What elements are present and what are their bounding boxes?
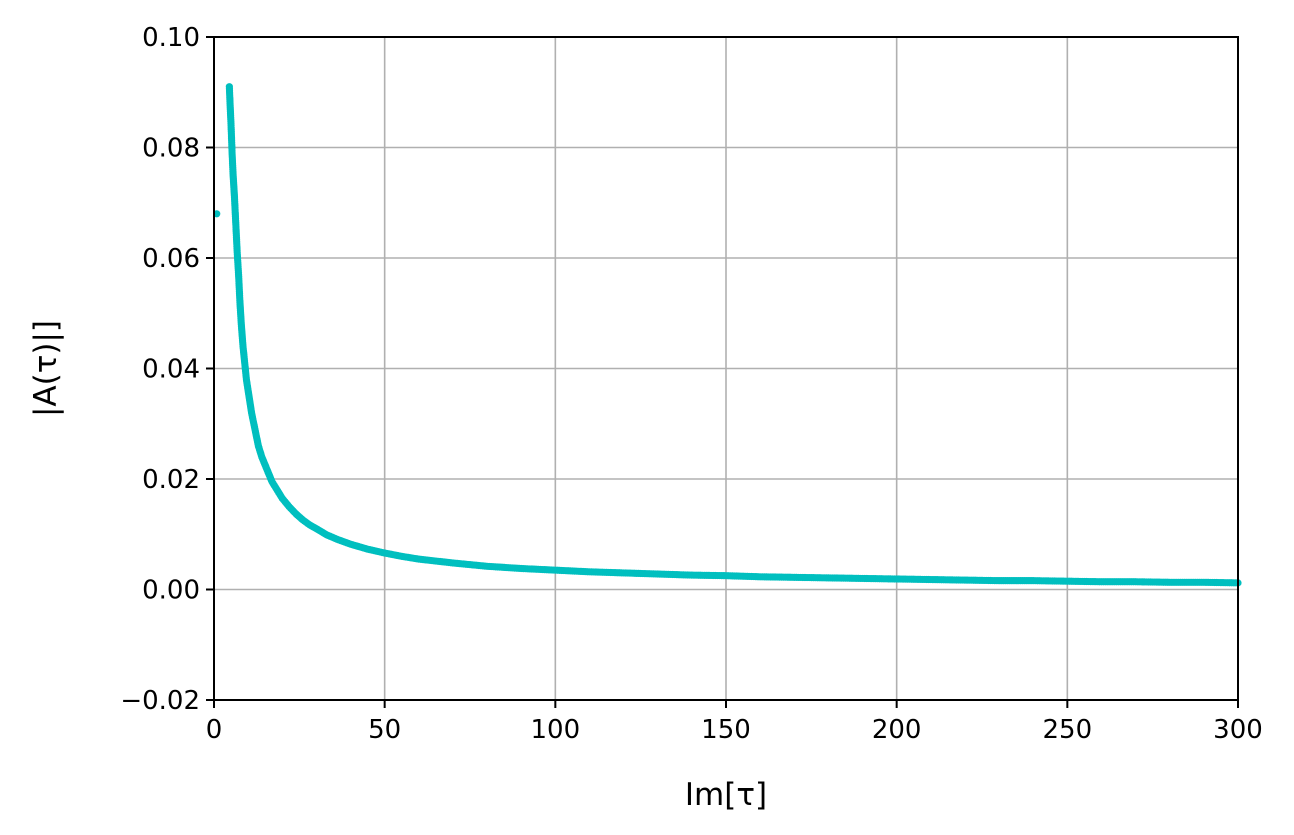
y-tick-label: 0.04 — [142, 355, 200, 385]
y-tick-label: 0.06 — [142, 244, 200, 274]
grid-lines — [213, 36, 1239, 701]
x-tick-label: 100 — [531, 715, 581, 745]
y-axis-label: |A(τ)|] — [28, 320, 64, 417]
y-tick-label: 0.02 — [142, 465, 200, 495]
x-axis-label: Im[τ] — [685, 777, 767, 813]
x-tick-label: 300 — [1213, 715, 1263, 745]
x-axis-ticks: 0 50 100 150 200 250 300 — [206, 700, 1263, 745]
y-tick-label: 0.08 — [142, 134, 200, 164]
y-axis-ticks: −0.02 0.00 0.02 0.04 0.06 0.08 0.10 — [120, 23, 214, 716]
x-tick-label: 200 — [872, 715, 922, 745]
y-tick-label: 0.00 — [142, 576, 200, 606]
y-tick-label: 0.10 — [142, 23, 200, 53]
y-tick-label: −0.02 — [120, 686, 200, 716]
x-tick-label: 0 — [206, 715, 223, 745]
data-points — [213, 83, 1242, 587]
x-tick-label: 150 — [701, 715, 751, 745]
x-tick-label: 250 — [1043, 715, 1093, 745]
x-tick-label: 50 — [368, 715, 401, 745]
